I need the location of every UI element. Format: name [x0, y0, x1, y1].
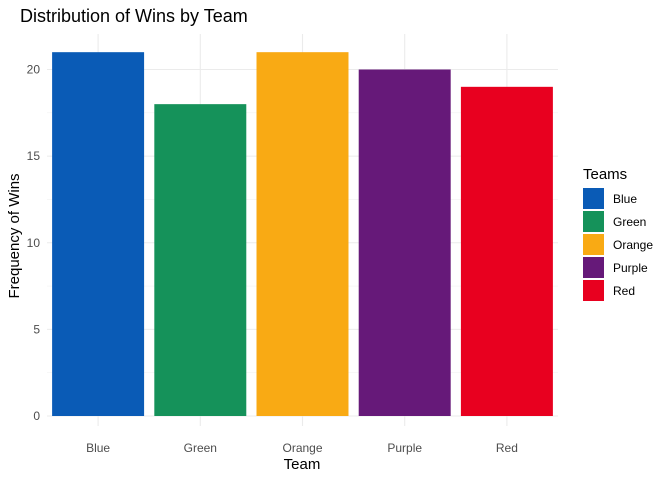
- x-tick-label: Orange: [282, 441, 322, 455]
- chart-title: Distribution of Wins by Team: [20, 6, 248, 26]
- y-tick-label: 10: [27, 236, 41, 250]
- y-axis-title: Frequency of Wins: [6, 173, 23, 298]
- bar-red: [460, 86, 553, 416]
- x-axis-title: Team: [284, 456, 321, 473]
- legend-label-blue: Blue: [613, 192, 637, 206]
- legend: Teams Blue Green Orange Purple Red: [583, 166, 653, 301]
- legend-label-orange: Orange: [613, 238, 653, 252]
- legend-label-green: Green: [613, 215, 646, 229]
- x-tick-label: Blue: [86, 441, 110, 455]
- x-tick-label: Green: [184, 441, 217, 455]
- y-tick-label: 20: [27, 63, 41, 77]
- x-axis-ticks: Blue Green Orange Purple Red: [86, 441, 518, 455]
- x-tick-label: Red: [496, 441, 518, 455]
- y-tick-label: 0: [33, 409, 40, 423]
- legend-swatch-purple: [583, 257, 604, 278]
- y-axis-ticks: 0 5 10 15 20: [27, 63, 41, 424]
- legend-title: Teams: [583, 166, 627, 183]
- bar-blue: [52, 52, 145, 417]
- legend-swatch-green: [583, 211, 604, 232]
- bar-purple: [358, 69, 451, 416]
- x-tick-label: Purple: [387, 441, 422, 455]
- y-tick-label: 15: [27, 149, 41, 163]
- legend-swatch-orange: [583, 234, 604, 255]
- bar-green: [154, 104, 247, 417]
- legend-label-red: Red: [613, 284, 635, 298]
- y-tick-label: 5: [33, 322, 40, 336]
- legend-swatch-red: [583, 280, 604, 301]
- bars: [52, 52, 553, 417]
- legend-label-purple: Purple: [613, 261, 648, 275]
- legend-swatch-blue: [583, 188, 604, 209]
- bar-orange: [256, 52, 349, 417]
